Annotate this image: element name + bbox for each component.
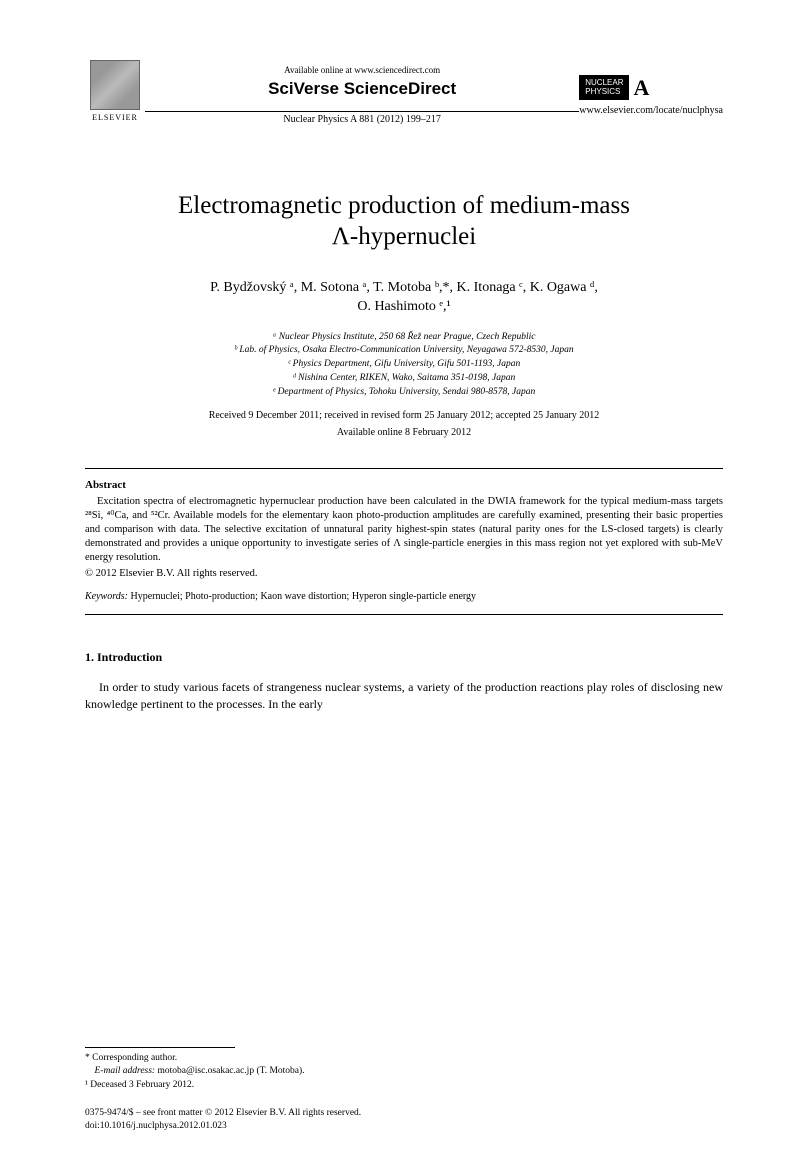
affiliations: ᵃ Nuclear Physics Institute, 250 68 Řež … — [85, 331, 723, 400]
article-title: Electromagnetic production of medium-mas… — [85, 190, 723, 253]
abstract-copyright: © 2012 Elsevier B.V. All rights reserved… — [85, 568, 723, 579]
keywords: Keywords: Hypernuclei; Photo-production;… — [85, 591, 723, 602]
journal-logo-block: NUCLEAR PHYSICS A www.elsevier.com/locat… — [579, 75, 723, 116]
footnote-corresponding: * Corresponding author. — [85, 1052, 721, 1065]
footnotes-rule: * Corresponding author. E-mail address: … — [85, 1047, 235, 1092]
section-1-paragraph: In order to study various facets of stra… — [85, 679, 723, 713]
article-dates: Received 9 December 2011; received in re… — [85, 410, 723, 421]
authors: P. Bydžovský ᵃ, M. Sotona ᵃ, T. Motoba ᵇ… — [85, 278, 723, 317]
footer: 0375-9474/$ – see front matter © 2012 El… — [85, 1107, 723, 1132]
keywords-label: Keywords: — [85, 591, 128, 602]
authors-line2: O. Hashimoto ᵉ,¹ — [357, 299, 450, 314]
header-row: ELSEVIER Available online at www.science… — [85, 60, 723, 130]
email-label: E-mail address: — [95, 1066, 156, 1076]
abstract-heading: Abstract — [85, 479, 723, 491]
affiliation-e: ᵉ Department of Physics, Tohoku Universi… — [85, 386, 723, 400]
publisher-name: ELSEVIER — [92, 113, 138, 122]
np-box: NUCLEAR PHYSICS — [579, 75, 629, 101]
title-line1: Electromagnetic production of medium-mas… — [178, 192, 630, 219]
elsevier-tree-icon — [90, 60, 140, 110]
np-line2: PHYSICS — [585, 88, 623, 97]
abstract-text: Excitation spectra of electromagnetic hy… — [85, 495, 723, 566]
affiliation-c: ᶜ Physics Department, Gifu University, G… — [85, 358, 723, 372]
center-header: Available online at www.sciencedirect.co… — [145, 65, 579, 125]
journal-reference: Nuclear Physics A 881 (2012) 199–217 — [145, 114, 579, 125]
journal-url[interactable]: www.elsevier.com/locate/nuclphysa — [579, 105, 723, 116]
footnotes: * Corresponding author. E-mail address: … — [85, 1052, 721, 1092]
affiliation-b: ᵇ Lab. of Physics, Osaka Electro-Communi… — [85, 344, 723, 358]
email-address[interactable]: motoba@isc.osakac.ac.jp (T. Motoba). — [155, 1066, 304, 1076]
section-1-heading: 1. Introduction — [85, 650, 723, 665]
authors-line1: P. Bydžovský ᵃ, M. Sotona ᵃ, T. Motoba ᵇ… — [210, 280, 598, 295]
footnote-deceased: ¹ Deceased 3 February 2012. — [85, 1079, 721, 1092]
affiliation-d: ᵈ Nishina Center, RIKEN, Wako, Saitama 3… — [85, 372, 723, 386]
available-online-text: Available online at www.sciencedirect.co… — [145, 65, 579, 75]
footnote-email: E-mail address: motoba@isc.osakac.ac.jp … — [85, 1065, 721, 1078]
available-online-date: Available online 8 February 2012 — [85, 427, 723, 438]
footer-line1: 0375-9474/$ – see front matter © 2012 El… — [85, 1107, 723, 1119]
header-rule — [145, 111, 579, 112]
elsevier-logo: ELSEVIER — [85, 60, 145, 130]
footer-doi[interactable]: doi:10.1016/j.nuclphysa.2012.01.023 — [85, 1120, 723, 1132]
np-letter: A — [633, 75, 649, 101]
title-line2: Λ-hypernuclei — [332, 223, 476, 250]
platform-name: SciVerse ScienceDirect — [145, 79, 579, 99]
affiliation-a: ᵃ Nuclear Physics Institute, 250 68 Řež … — [85, 331, 723, 345]
nuclear-physics-logo: NUCLEAR PHYSICS A — [579, 75, 723, 101]
keywords-text: Hypernuclei; Photo-production; Kaon wave… — [128, 591, 476, 602]
abstract-section: Abstract Excitation spectra of electroma… — [85, 468, 723, 616]
